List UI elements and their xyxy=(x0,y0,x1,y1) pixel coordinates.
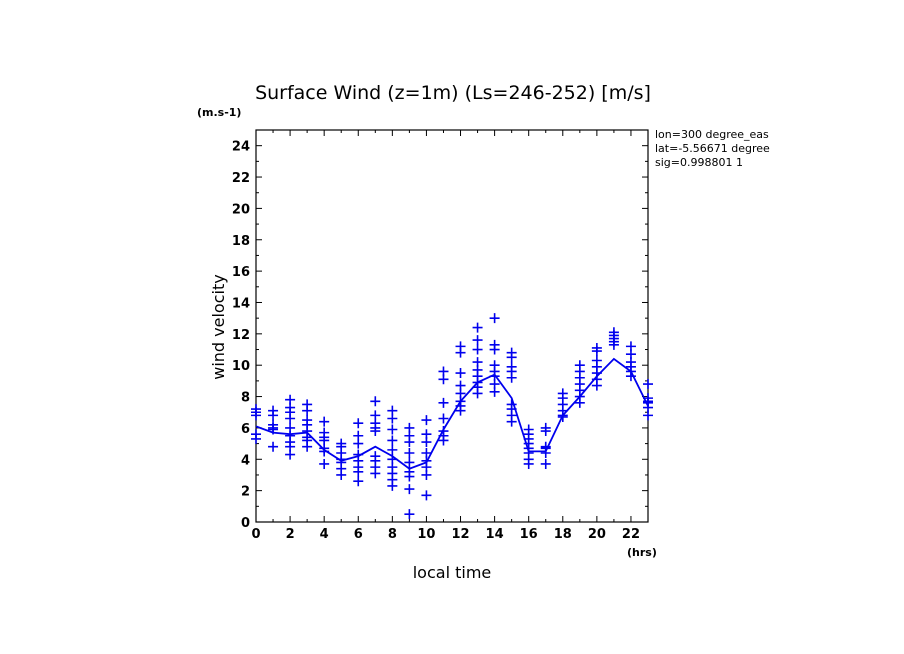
y-tick-label: 0 xyxy=(241,516,250,531)
y-tick-label: 18 xyxy=(232,234,250,249)
scatter-point xyxy=(472,388,483,399)
annotation-lon: lon=300 degree_eas xyxy=(655,128,769,141)
y-tick-label: 14 xyxy=(232,296,250,311)
scatter-point xyxy=(643,379,653,390)
scatter-point xyxy=(591,346,602,357)
x-tick-label: 22 xyxy=(622,527,640,542)
x-tick-label: 6 xyxy=(354,527,363,542)
scatter-point xyxy=(404,509,415,520)
scatter-point xyxy=(540,458,551,469)
scatter-point xyxy=(319,458,330,469)
scatter-point xyxy=(438,413,449,424)
scatter-point xyxy=(404,457,415,468)
scatter-point xyxy=(404,437,415,448)
x-tick-label: 4 xyxy=(320,527,329,542)
y-tick-label: 4 xyxy=(241,453,250,468)
scatter-point xyxy=(302,405,313,416)
y-axis-label: wind velocity xyxy=(209,274,228,379)
scatter-point xyxy=(353,438,364,449)
y-tick-label: 24 xyxy=(232,140,250,155)
x-tick-label: 2 xyxy=(286,527,295,542)
scatter-point xyxy=(489,313,500,324)
scatter-point xyxy=(268,441,279,452)
scatter-point xyxy=(506,352,517,363)
scatter-point xyxy=(387,435,398,446)
scatter-point xyxy=(370,468,381,479)
y-tick-label: 22 xyxy=(232,171,250,186)
scatter-point xyxy=(506,372,517,383)
scatter-point xyxy=(455,368,466,379)
x-tick-label: 10 xyxy=(417,527,435,542)
x-tick-label: 12 xyxy=(451,527,469,542)
scatter-point xyxy=(387,413,398,424)
y-tick-label: 20 xyxy=(232,202,250,217)
scatter-point xyxy=(285,413,296,424)
y-tick-label: 2 xyxy=(241,485,250,500)
scatter-point xyxy=(421,469,432,480)
scatter-point xyxy=(438,397,449,408)
scatter-point xyxy=(370,426,381,437)
scatter-point xyxy=(319,416,330,427)
scatter-point xyxy=(591,380,602,391)
scatter-point xyxy=(608,339,619,350)
x-tick-label: 20 xyxy=(588,527,606,542)
scatter-point xyxy=(387,444,398,455)
scatter-point xyxy=(421,415,432,426)
scatter-point xyxy=(489,344,500,355)
x-tick-label: 18 xyxy=(554,527,572,542)
scatter-point xyxy=(438,435,449,446)
scatter-point xyxy=(472,322,483,333)
scatter-point xyxy=(455,405,466,416)
scatter-point xyxy=(268,410,279,421)
x-axis-label: local time xyxy=(413,563,492,582)
scatter-point xyxy=(574,397,585,408)
scatter-point xyxy=(302,441,313,452)
x-tick-label: 16 xyxy=(520,527,538,542)
scatter-point xyxy=(336,469,347,480)
y-tick-label: 10 xyxy=(232,359,250,374)
y-tick-label: 12 xyxy=(232,328,250,343)
scatter-point xyxy=(387,480,398,491)
scatter-point xyxy=(353,418,364,429)
y-tick-label: 6 xyxy=(241,422,250,437)
scatter-point xyxy=(643,410,653,421)
scatter-point xyxy=(404,471,415,482)
mean-line xyxy=(255,357,649,470)
x-unit-label: (hrs) xyxy=(627,546,657,559)
plot-frame xyxy=(255,129,649,523)
y-tick-label: 8 xyxy=(241,391,250,406)
x-tick-label: 8 xyxy=(388,527,397,542)
scatter-point xyxy=(251,410,261,421)
scatter-point xyxy=(353,466,364,477)
scatter-point xyxy=(251,433,261,444)
annotation-lat: lat=-5.56671 degree xyxy=(655,142,770,155)
annotation-sig: sig=0.998801 1 xyxy=(655,156,743,169)
scatter-point xyxy=(489,386,500,397)
scatter-point xyxy=(540,426,551,437)
scatter-point xyxy=(404,448,415,459)
y-unit-label: (m.s-1) xyxy=(197,106,241,119)
y-tick-label: 16 xyxy=(232,265,250,280)
scatter-point xyxy=(438,374,449,385)
scatter-point xyxy=(370,396,381,407)
scatter-point xyxy=(472,335,483,346)
scatter-point xyxy=(285,449,296,460)
scatter-point xyxy=(455,347,466,358)
scatter-point xyxy=(506,416,517,427)
scatter-point xyxy=(421,437,432,448)
x-tick-label: 14 xyxy=(486,527,504,542)
scatter-point xyxy=(472,344,483,355)
scatter-point xyxy=(387,424,398,435)
scatter-point xyxy=(421,490,432,501)
scatter-point xyxy=(523,458,534,469)
scatter-point xyxy=(404,484,415,495)
x-tick-label: 0 xyxy=(251,527,260,542)
chart-title: Surface Wind (z=1m) (Ls=246-252) [m/s] xyxy=(255,82,651,104)
plot-area xyxy=(251,313,653,520)
scatter-point xyxy=(353,476,364,487)
